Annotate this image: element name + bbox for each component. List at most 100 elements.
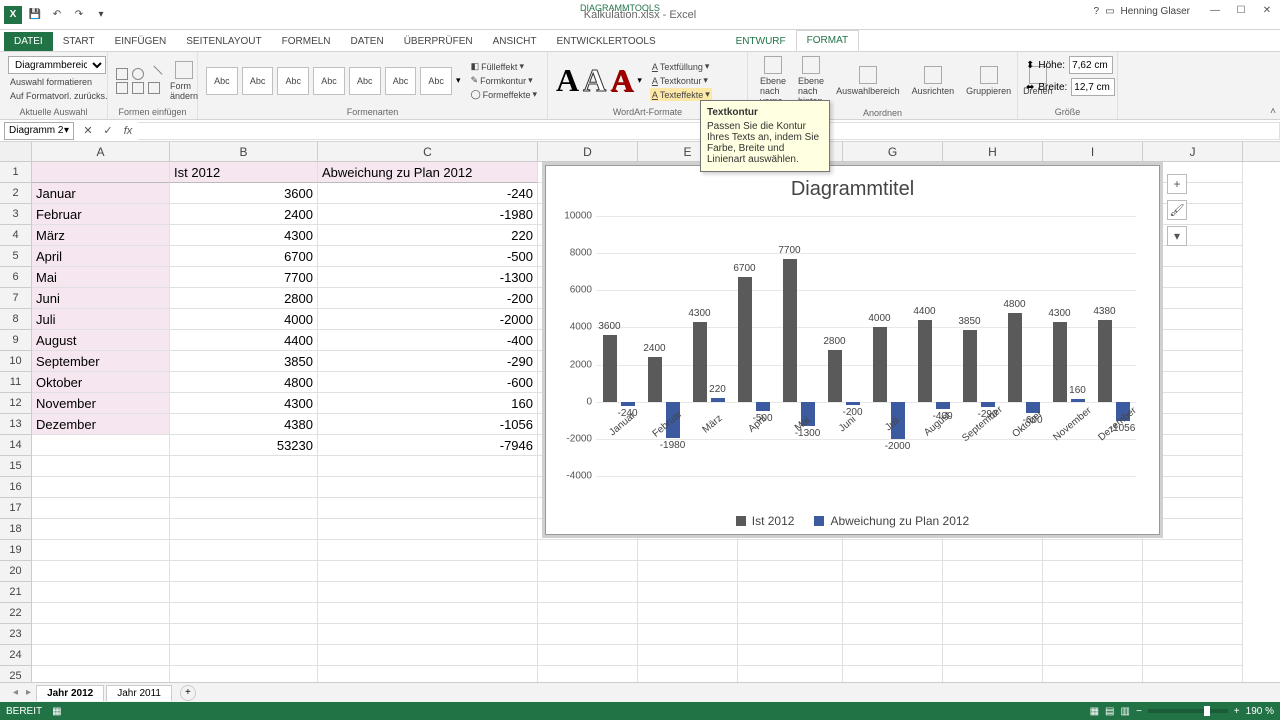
add-sheet-button[interactable]: +: [180, 685, 196, 701]
cell[interactable]: 220: [318, 225, 538, 246]
cell[interactable]: -1980: [318, 204, 538, 225]
row-header[interactable]: 22: [0, 603, 32, 624]
row-header[interactable]: 15: [0, 456, 32, 477]
enter-formula-button[interactable]: ✓: [98, 124, 118, 137]
maximize-button[interactable]: ☐: [1228, 0, 1254, 20]
text-outline-button[interactable]: A Textkontur▾: [650, 74, 712, 87]
chart-plot-area[interactable]: -4000-200002000400060008000100003600-240…: [596, 216, 1136, 476]
qat-save-button[interactable]: 💾: [26, 6, 44, 24]
cell[interactable]: 7700: [170, 267, 318, 288]
cell[interactable]: -240: [318, 183, 538, 204]
row-header[interactable]: 14: [0, 435, 32, 456]
row-header[interactable]: 10: [0, 351, 32, 372]
row-header[interactable]: 1: [0, 162, 32, 183]
cell[interactable]: Ist 2012: [170, 162, 318, 183]
sheet-tab-2011[interactable]: Jahr 2011: [106, 685, 172, 701]
cell[interactable]: -7946: [318, 435, 538, 456]
cell[interactable]: November: [32, 393, 170, 414]
send-backward-button[interactable]: Ebene nach hinten: [794, 56, 828, 106]
shape-outline-button[interactable]: ✎ Formkontur▾: [469, 74, 539, 87]
qat-customize-button[interactable]: ▾: [92, 6, 110, 24]
tab-ueberpruefen[interactable]: ÜBERPRÜFEN: [394, 32, 483, 51]
cell[interactable]: -600: [318, 372, 538, 393]
row-header[interactable]: 7: [0, 288, 32, 309]
tab-format[interactable]: FORMAT: [796, 30, 859, 51]
height-input[interactable]: [1069, 56, 1113, 74]
row-header[interactable]: 17: [0, 498, 32, 519]
change-shape-button[interactable]: Form ändern: [166, 61, 202, 101]
tab-ansicht[interactable]: ANSICHT: [483, 32, 547, 51]
shape-text-icon[interactable]: [148, 82, 160, 94]
tab-einfuegen[interactable]: EINFÜGEN: [105, 32, 177, 51]
row-header[interactable]: 4: [0, 225, 32, 246]
cell[interactable]: Abweichung zu Plan 2012: [318, 162, 538, 183]
row-header[interactable]: 13: [0, 414, 32, 435]
cell[interactable]: Mai: [32, 267, 170, 288]
view-normal-button[interactable]: ▦: [1090, 706, 1099, 717]
shape-tri-icon[interactable]: [132, 82, 144, 94]
minimize-button[interactable]: —: [1202, 0, 1228, 20]
width-input[interactable]: [1071, 78, 1115, 96]
cell[interactable]: Juli: [32, 309, 170, 330]
cell[interactable]: 4300: [170, 393, 318, 414]
col-header-g[interactable]: G: [843, 142, 943, 161]
row-header[interactable]: 20: [0, 561, 32, 582]
tab-formeln[interactable]: FORMELN: [272, 32, 341, 51]
macro-record-icon[interactable]: ▦: [52, 706, 61, 717]
cell[interactable]: Juni: [32, 288, 170, 309]
cell[interactable]: April: [32, 246, 170, 267]
sheet-nav-next[interactable]: ▸: [23, 687, 34, 698]
zoom-out-button[interactable]: −: [1136, 706, 1142, 717]
sheet-tab-2012[interactable]: Jahr 2012: [36, 685, 104, 701]
chart-styles-button[interactable]: 🖌: [1167, 200, 1187, 220]
close-button[interactable]: ✕: [1254, 0, 1280, 20]
text-fill-button[interactable]: A Textfüllung▾: [650, 60, 712, 73]
row-header[interactable]: 8: [0, 309, 32, 330]
row-header[interactable]: 23: [0, 624, 32, 645]
col-header-j[interactable]: J: [1143, 142, 1243, 161]
reset-style-button[interactable]: Auf Formatvorl. zurücks.: [8, 90, 110, 102]
selection-pane-button[interactable]: Auswahlbereich: [832, 66, 904, 96]
shape-rect-icon[interactable]: [116, 68, 128, 80]
zoom-in-button[interactable]: +: [1234, 706, 1240, 717]
col-header-a[interactable]: A: [32, 142, 170, 161]
select-all-corner[interactable]: [0, 142, 32, 161]
collapse-ribbon-button[interactable]: ˄: [1270, 106, 1276, 117]
format-selection-button[interactable]: Auswahl formatieren: [8, 76, 94, 88]
chart-element-select[interactable]: Diagrammbereich: [8, 56, 106, 74]
ribbon-display-options-button[interactable]: ▭: [1105, 6, 1114, 17]
shape-style-2[interactable]: Abc: [242, 67, 274, 95]
shape-effects-button[interactable]: ◯ Formeffekte▾: [469, 88, 539, 101]
fx-button[interactable]: fx: [118, 125, 138, 137]
col-header-b[interactable]: B: [170, 142, 318, 161]
cell[interactable]: [32, 162, 170, 183]
col-header-c[interactable]: C: [318, 142, 538, 161]
chart[interactable]: Diagrammtitel -4000-20000200040006000800…: [545, 165, 1160, 535]
cell[interactable]: Februar: [32, 204, 170, 225]
row-header[interactable]: 16: [0, 477, 32, 498]
wordart-style-3[interactable]: A: [610, 62, 633, 99]
cancel-formula-button[interactable]: ✕: [78, 124, 98, 137]
cell[interactable]: 6700: [170, 246, 318, 267]
wordart-style-2[interactable]: A: [583, 62, 606, 99]
tab-seitenlayout[interactable]: SEITENLAYOUT: [176, 32, 271, 51]
wordart-style-1[interactable]: A: [556, 62, 579, 99]
shape-style-6[interactable]: Abc: [385, 67, 417, 95]
row-header[interactable]: 19: [0, 540, 32, 561]
cell[interactable]: 2800: [170, 288, 318, 309]
name-box[interactable]: Diagramm 2▾: [4, 122, 74, 140]
bring-forward-button[interactable]: Ebene nach vorne: [756, 56, 790, 106]
shape-line-icon[interactable]: [146, 65, 163, 82]
align-button[interactable]: Ausrichten: [908, 66, 959, 96]
qat-undo-button[interactable]: ↶: [48, 6, 66, 24]
row-header[interactable]: 2: [0, 183, 32, 204]
view-page-break-button[interactable]: ▥: [1121, 706, 1130, 717]
cell[interactable]: August: [32, 330, 170, 351]
cell[interactable]: -1056: [318, 414, 538, 435]
row-header[interactable]: 11: [0, 372, 32, 393]
tab-entwurf[interactable]: ENTWURF: [726, 32, 796, 51]
shape-style-more-button[interactable]: ▾: [456, 75, 461, 86]
cell[interactable]: 160: [318, 393, 538, 414]
chart-legend[interactable]: Ist 2012 Abweichung zu Plan 2012: [546, 514, 1159, 528]
shape-style-4[interactable]: Abc: [313, 67, 345, 95]
